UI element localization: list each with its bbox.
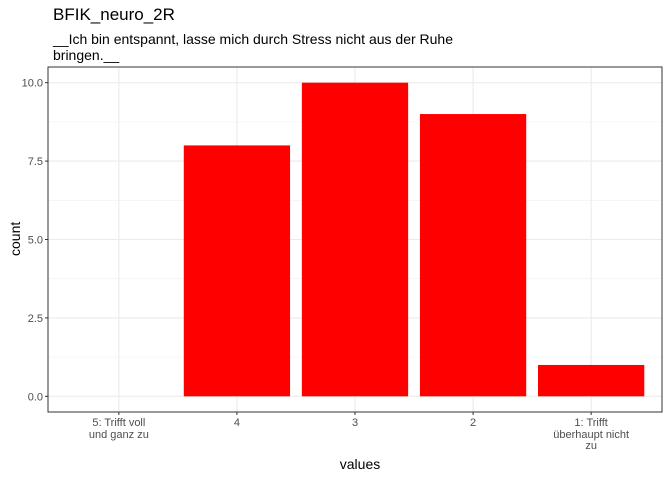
x-tick-label: 4 <box>187 417 287 430</box>
y-tick-label: 10.0 <box>22 78 43 90</box>
x-tick-label: 2 <box>423 417 523 430</box>
bar <box>419 114 527 397</box>
x-tick-label-line: 1: Trifft <box>574 417 608 429</box>
x-tick-label-line: überhaupt nicht <box>553 428 630 441</box>
y-tick-label: 5.0 <box>28 235 43 247</box>
x-tick-label: 3 <box>305 417 405 430</box>
chart-subtitle: __Ich bin entspannt, lasse mich durch St… <box>53 31 453 63</box>
x-tick-label-line: zu <box>585 440 597 452</box>
bar <box>183 145 291 397</box>
bar <box>301 82 409 397</box>
x-tick-label-line: 5: Trifft voll <box>92 417 146 429</box>
y-tick-label: 2.5 <box>28 313 43 325</box>
chart-title: BFIK_neuro_2R <box>53 5 175 24</box>
y-tick-label: 0.0 <box>28 391 43 403</box>
bar <box>538 364 645 397</box>
x-tick-label-line: 3 <box>351 417 359 429</box>
x-tick-label: 1: Trifft überhaupt nicht zu <box>541 417 641 453</box>
y-tick-label: 7.5 <box>28 156 43 168</box>
x-axis-label: values <box>339 456 381 472</box>
x-tick-label-line: 4 <box>233 417 240 429</box>
x-tick-label-line: 2 <box>470 417 477 429</box>
x-tick-label: 5: Trifft voll und ganz zu <box>69 417 169 441</box>
x-tick-label-line: und ganz zu <box>88 428 149 441</box>
